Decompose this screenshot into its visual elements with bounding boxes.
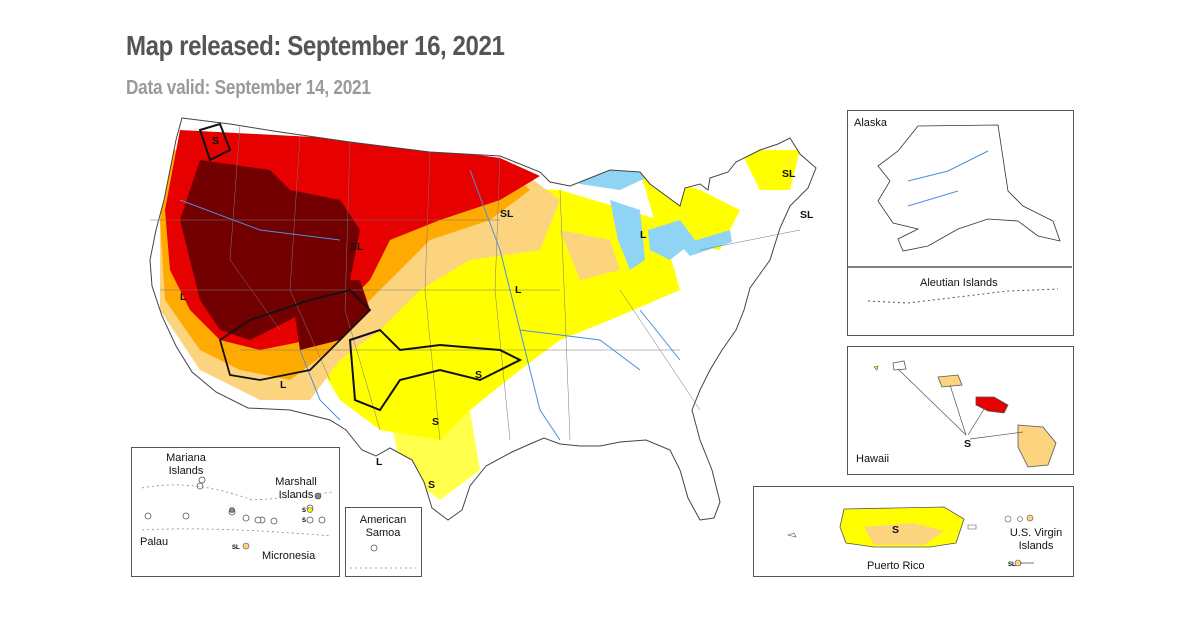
impact-label-3: SL xyxy=(350,241,364,253)
puerto-rico-inset: S SL Puerto Rico U.S. Virgin Islands xyxy=(753,486,1074,577)
conus-drought-map: S SL SL SL L L S S L S L SL L xyxy=(149,117,817,521)
impact-label-13: L xyxy=(515,284,522,296)
impact-label-1: S xyxy=(212,135,219,147)
pacific-islands-inset: S S SL Mariana Islands Marshall Islands … xyxy=(131,447,340,577)
puerto-rico-impact-label: S xyxy=(892,524,899,536)
impact-label-4: SL xyxy=(782,168,796,180)
puerto-rico-label: Puerto Rico xyxy=(867,560,925,572)
alaska-map xyxy=(848,124,1072,304)
map-released-title: Map released: September 16, 2021 xyxy=(126,30,505,61)
mariana-label: Mariana Islands xyxy=(166,452,206,477)
hawaii-map: S xyxy=(873,360,1057,468)
marshall-impact-s-1: S xyxy=(302,508,306,514)
marshall-label: Marshall Islands xyxy=(275,476,317,501)
american-samoa-map xyxy=(350,544,416,569)
micronesia-impact-sl: SL xyxy=(232,545,240,551)
hawaii-impact-label: S xyxy=(964,438,971,450)
impact-label-9: L xyxy=(376,456,383,468)
alaska-label: Alaska xyxy=(854,117,888,129)
marshall-impact-s-2: S xyxy=(302,518,306,524)
impact-label-11: L xyxy=(180,291,187,303)
impact-label-5: L xyxy=(640,229,647,241)
data-valid-subtitle: Data valid: September 14, 2021 xyxy=(126,77,371,99)
micronesia-label: Micronesia xyxy=(262,550,316,562)
impact-label-2: SL xyxy=(500,208,514,220)
impact-label-12: SL xyxy=(800,209,814,221)
hawaii-inset: S Hawaii xyxy=(847,346,1074,475)
impact-label-6: L xyxy=(280,379,287,391)
pacific-islands-map: S S SL xyxy=(141,476,333,551)
puerto-rico-map: S SL xyxy=(786,506,1034,568)
aleutian-label: Aleutian Islands xyxy=(920,277,998,289)
impact-label-7: S xyxy=(475,369,482,381)
alaska-inset: Alaska Aleutian Islands xyxy=(847,110,1074,336)
palau-label: Palau xyxy=(140,536,169,548)
hawaii-label: Hawaii xyxy=(856,453,890,465)
virgin-islands-label: U.S. Virgin Islands xyxy=(1009,527,1063,552)
virgin-islands-impact-label: SL xyxy=(1008,562,1016,568)
american-samoa-inset: American Samoa xyxy=(345,507,422,577)
impact-label-8: S xyxy=(432,416,439,428)
impact-label-10: S xyxy=(428,479,435,491)
american-samoa-label: American Samoa xyxy=(359,514,407,539)
